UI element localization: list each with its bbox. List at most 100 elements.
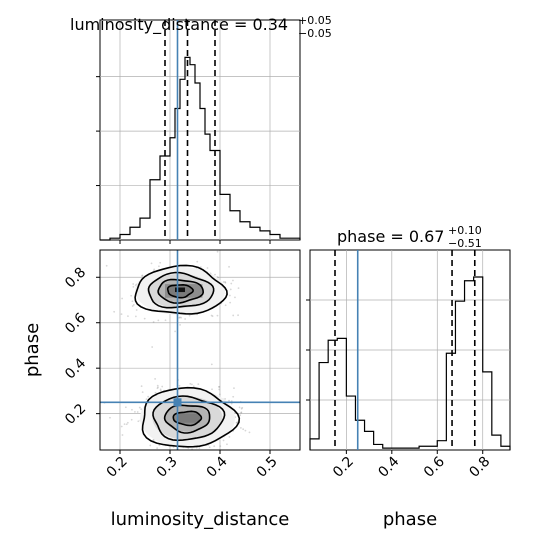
- contour-line: [134, 264, 228, 315]
- sample-point: [179, 316, 181, 319]
- sample-point: [214, 273, 216, 276]
- y-tick-label: 0.2: [62, 401, 89, 428]
- sample-point: [232, 314, 235, 317]
- sample-point: [228, 294, 231, 297]
- contour-line: [166, 283, 194, 299]
- sample-point: [179, 323, 181, 326]
- contour-line: [157, 278, 205, 304]
- x-tick-label: 0.8: [466, 454, 493, 481]
- sample-point: [156, 447, 159, 450]
- sample-point: [137, 420, 140, 423]
- sample-point: [152, 438, 155, 441]
- sample-point: [161, 385, 164, 388]
- sample-point: [190, 383, 193, 386]
- sample-point: [135, 309, 138, 311]
- sample-point: [180, 316, 183, 319]
- sample-point: [120, 425, 123, 428]
- sample-point: [228, 265, 230, 268]
- sample-point: [244, 429, 247, 432]
- sample-point: [224, 281, 227, 284]
- contour-line: [163, 404, 211, 434]
- x-tick-label: 0.3: [154, 454, 181, 481]
- sample-point: [138, 406, 141, 409]
- sample-point: [159, 388, 162, 391]
- scatter-panel-phase-vs-distance: 0.2 0.3 0.4 0.5 0.2 0.4 0.6 0.8: [62, 249, 301, 481]
- sample-point: [131, 300, 134, 303]
- sample-point: [164, 319, 167, 322]
- sample-point: [126, 421, 129, 424]
- sample-point: [241, 406, 244, 409]
- y-tick-label: 0.4: [62, 355, 89, 382]
- sample-point: [229, 288, 232, 291]
- sample-point: [156, 387, 159, 390]
- sample-point: [134, 315, 137, 318]
- sample-point: [216, 314, 219, 317]
- density-peak: [175, 287, 185, 293]
- sample-point: [157, 386, 159, 389]
- sample-point: [145, 398, 148, 401]
- sample-point: [121, 297, 124, 300]
- sample-point: [240, 407, 243, 410]
- sample-point: [131, 305, 134, 307]
- y-axis-label-phase: phase: [22, 323, 43, 377]
- sample-point: [199, 456, 201, 458]
- title-luminosity-distance-sub: −0.05: [298, 27, 332, 40]
- y-tick-label: 0.6: [62, 310, 89, 337]
- sample-point: [105, 264, 108, 267]
- x-tick-label: 0.2: [330, 454, 357, 481]
- sample-point: [149, 444, 152, 447]
- sample-point: [235, 421, 238, 424]
- sample-point: [238, 406, 241, 409]
- sample-point: [218, 386, 220, 388]
- x-tick-label: 0.6: [421, 454, 448, 481]
- sample-point: [216, 250, 219, 253]
- sample-point: [228, 435, 231, 438]
- sample-point: [236, 421, 238, 424]
- sample-point: [132, 285, 135, 288]
- sample-point: [127, 315, 129, 318]
- sample-point: [211, 388, 213, 391]
- sample-point: [124, 406, 127, 409]
- sample-point: [132, 283, 135, 285]
- sample-point: [197, 383, 200, 386]
- sample-point: [222, 439, 225, 442]
- histogram-panel-luminosity-distance: luminosity_distance = 0.34 +0.05 −0.05: [70, 14, 332, 244]
- title-phase-sub: −0.51: [448, 237, 482, 250]
- sample-point: [224, 281, 227, 283]
- contour-line: [152, 395, 226, 442]
- sample-point: [240, 411, 243, 414]
- sample-point: [208, 446, 211, 449]
- histogram-step: [100, 56, 301, 241]
- sample-point: [113, 310, 116, 313]
- sample-point: [222, 281, 225, 283]
- contour-line: [172, 410, 203, 427]
- title-phase-sup: +0.10: [448, 224, 482, 237]
- sample-point: [152, 321, 155, 323]
- sample-point: [158, 265, 160, 268]
- sample-point: [229, 301, 232, 304]
- title-luminosity-distance: luminosity_distance = 0.34: [70, 15, 288, 35]
- sample-point: [153, 268, 156, 271]
- sample-point: [233, 387, 235, 390]
- sample-point: [189, 382, 192, 385]
- sample-point: [152, 439, 155, 442]
- sample-point: [206, 267, 209, 269]
- sample-point: [164, 452, 166, 454]
- x-tick-label: 0.4: [375, 454, 402, 481]
- sample-point: [218, 388, 221, 391]
- sample-point: [188, 314, 191, 317]
- histogram-step: [309, 276, 511, 450]
- sample-point: [154, 378, 157, 380]
- panel-frame: [99, 249, 301, 451]
- sample-point: [157, 319, 160, 322]
- sample-point: [198, 447, 201, 449]
- sample-point: [131, 408, 133, 411]
- sample-point: [232, 279, 234, 282]
- sample-point: [159, 261, 162, 264]
- sample-point: [184, 318, 187, 320]
- sample-point: [132, 303, 135, 306]
- sample-point: [196, 260, 199, 263]
- sample-point: [192, 385, 195, 388]
- sample-point: [141, 391, 144, 394]
